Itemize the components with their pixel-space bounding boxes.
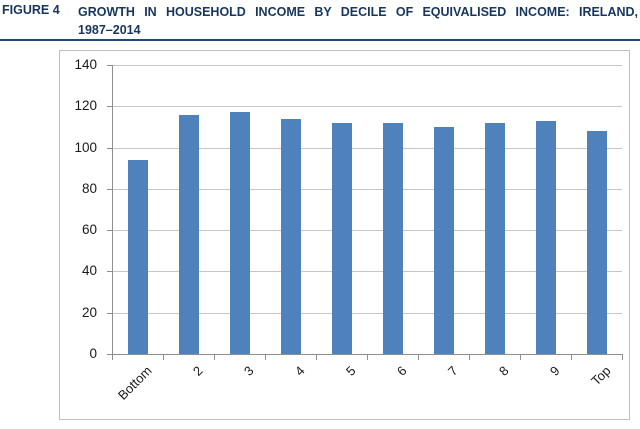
y-axis-tick-label: 20 xyxy=(81,305,97,320)
figure-title: GROWTH IN HOUSEHOLD INCOME BY DECILE OF … xyxy=(78,3,638,39)
y-tick-mark xyxy=(107,313,112,314)
x-tick-mark xyxy=(112,355,113,360)
bar-top xyxy=(587,131,607,354)
y-tick-mark xyxy=(107,189,112,190)
y-axis-tick-label: 40 xyxy=(81,263,97,278)
y-tick-mark xyxy=(107,230,112,231)
y-axis-tick-label: 140 xyxy=(74,57,97,72)
y-axis-tick-label: 100 xyxy=(74,140,97,155)
y-axis-tick-label: 0 xyxy=(89,346,97,361)
bar-5 xyxy=(332,123,352,354)
plot-area: 0 20 40 60 80 100 120 140 Bottom 2 3 4 5 6 7 8 9 Top xyxy=(74,57,623,403)
x-tick-mark xyxy=(571,355,572,360)
gridline xyxy=(112,65,622,66)
y-axis-tick-label: 80 xyxy=(81,181,97,196)
y-axis-tick-label: 120 xyxy=(74,98,97,113)
gridline xyxy=(112,148,622,149)
x-tick-mark xyxy=(265,355,266,360)
bar-6 xyxy=(383,123,403,354)
bar-4 xyxy=(281,119,301,354)
bar-9 xyxy=(536,121,556,354)
title-rule xyxy=(0,39,640,41)
gridline xyxy=(112,313,622,314)
y-tick-mark xyxy=(107,354,112,355)
bar-bottom xyxy=(128,160,148,354)
gridline xyxy=(112,230,622,231)
y-axis-line xyxy=(112,65,113,355)
bar-8 xyxy=(485,123,505,354)
y-axis-tick-label: 60 xyxy=(81,222,97,237)
figure-label: FIGURE 4 xyxy=(2,3,60,17)
gridline xyxy=(112,271,622,272)
figure-title-line1: GROWTH IN HOUSEHOLD INCOME BY DECILE OF … xyxy=(78,5,638,19)
bar-7 xyxy=(434,127,454,354)
x-axis-line xyxy=(112,354,623,355)
gridline xyxy=(112,106,622,107)
x-tick-mark xyxy=(520,355,521,360)
gridline xyxy=(112,189,622,190)
x-tick-mark xyxy=(367,355,368,360)
y-tick-mark xyxy=(107,271,112,272)
x-tick-mark xyxy=(469,355,470,360)
y-tick-mark xyxy=(107,148,112,149)
chart-frame: 0 20 40 60 80 100 120 140 Bottom 2 3 4 5 6 7 8 9 Top xyxy=(59,50,630,420)
y-tick-mark xyxy=(107,65,112,66)
x-tick-mark xyxy=(163,355,164,360)
y-tick-mark xyxy=(107,106,112,107)
bar-2 xyxy=(179,115,199,354)
bar-3 xyxy=(230,112,250,354)
figure-title-line2: 1987–2014 xyxy=(78,23,141,37)
x-tick-mark xyxy=(418,355,419,360)
x-tick-mark xyxy=(214,355,215,360)
x-tick-mark xyxy=(316,355,317,360)
x-tick-mark xyxy=(622,355,623,360)
